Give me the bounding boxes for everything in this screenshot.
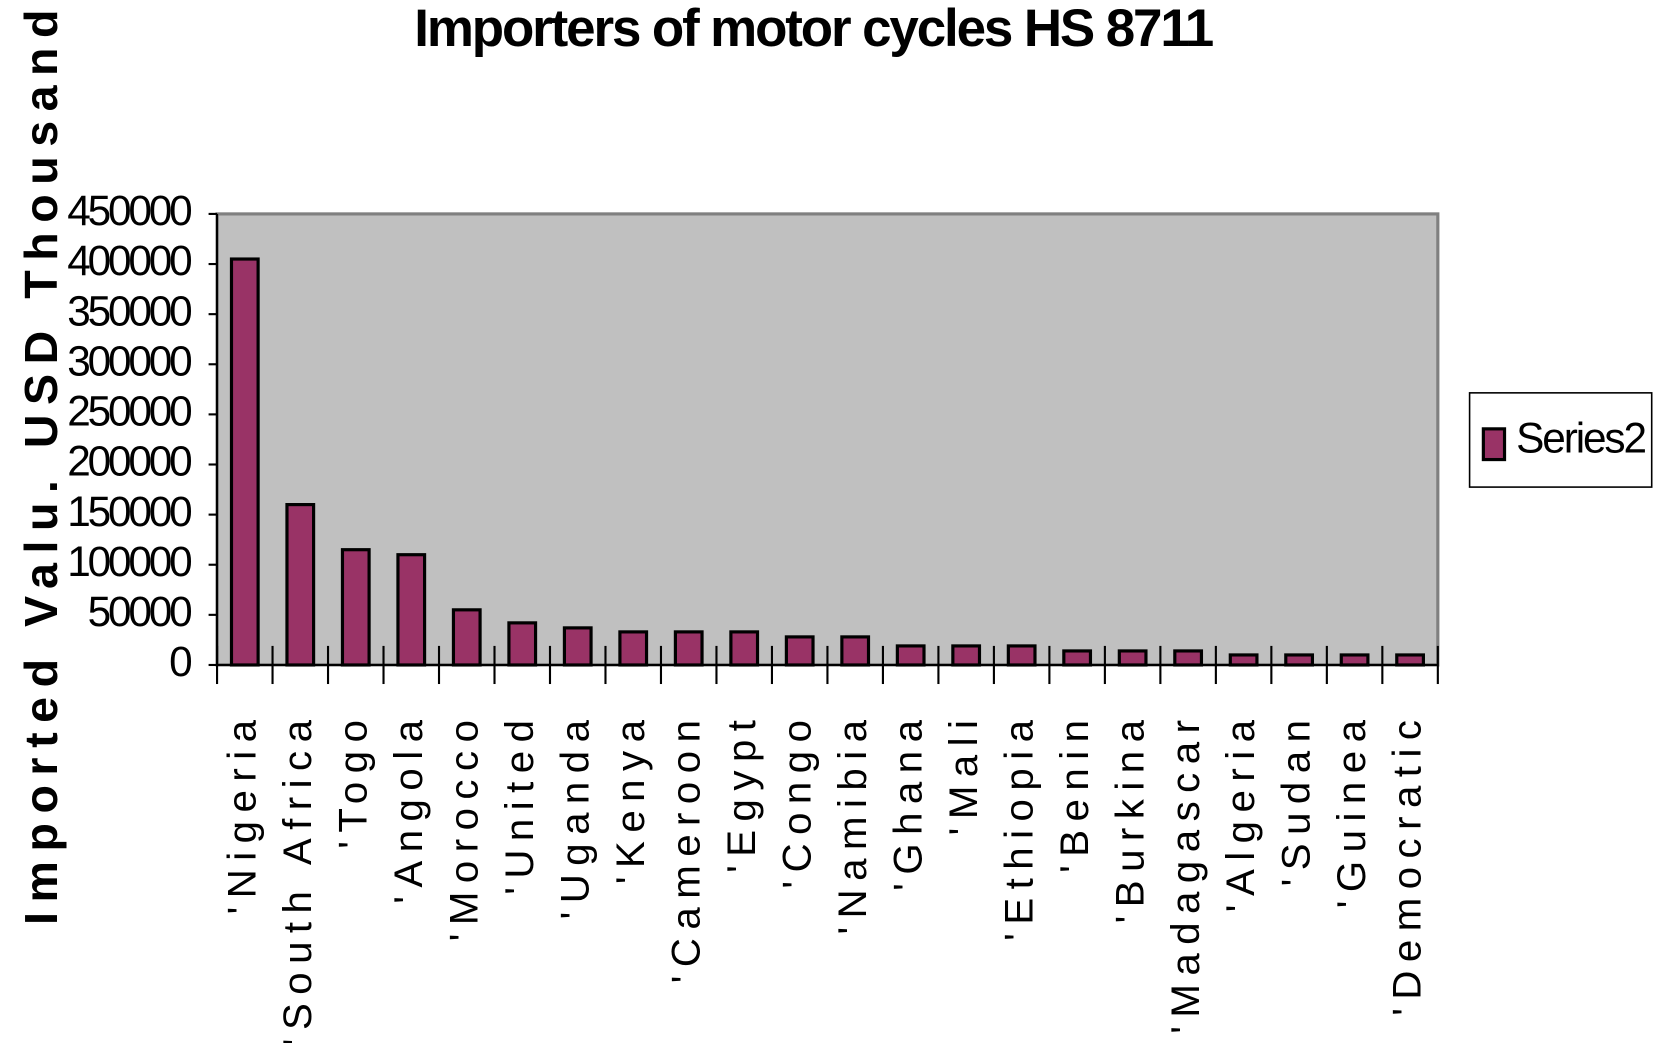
x-tick-label: 'Namibia [830,712,875,935]
x-tick-label: 'South Africa [275,712,320,1043]
y-tick-label: 150000 [67,488,191,535]
x-tick-label: 'Egypt [719,712,764,873]
bar [895,644,926,667]
x-tick-label: 'Cameroon [663,712,708,984]
bar [1284,653,1315,667]
y-tick-label: 400000 [67,237,191,284]
bar [729,630,760,667]
bar [229,257,260,667]
x-tick-label: 'Ghana [885,712,930,891]
bar [1006,644,1037,667]
bar [951,644,982,667]
x-tick-label: 'United [497,712,542,895]
bar [340,548,371,667]
bar [396,553,427,667]
bar [1117,649,1148,667]
x-tick-label: 'Democratic [1385,712,1430,1016]
y-tick-label: 0 [169,638,191,685]
bar [1395,653,1425,667]
bar [507,621,538,667]
x-tick-label: 'Ethiopia [996,712,1041,941]
bar [451,608,482,667]
bar [1173,649,1204,667]
x-tick-label: 'Uganda [552,712,597,920]
y-tick-label: 200000 [67,438,191,485]
bar [1062,649,1093,667]
x-tick-label: 'Angola [386,712,431,904]
y-axis-label: Imported Valu. USD Thousands [15,0,67,925]
bar [1228,653,1259,667]
x-tick-label: 'Kenya [608,712,653,885]
legend: Series2 [1468,392,1653,488]
legend-label: Series2 [1516,415,1645,462]
bar [562,626,593,667]
bar [1339,653,1370,667]
chart-title: Importers of motor cycles HS 8711 [414,0,1212,58]
x-tick-label: 'Mali [941,712,986,836]
legend-swatch [1481,427,1507,462]
x-tick-label: 'Congo [774,712,819,889]
y-tick-label: 450000 [67,187,191,234]
x-tick-label: 'Algeria [1218,712,1263,913]
x-tick-label: 'Morocco [441,712,486,942]
x-tick-label: 'Nigeria [219,712,264,915]
bar [285,503,316,667]
bar [784,635,815,667]
y-tick-label: 300000 [67,337,191,384]
y-tick-label: 350000 [67,287,191,334]
y-tick-label: 50000 [88,588,191,635]
y-tick-label: 100000 [67,538,191,585]
x-tick-label: 'Burkina [1107,712,1152,924]
y-tick-label: 250000 [67,388,191,435]
x-tick-label: 'Sudan [1274,712,1319,887]
bar [840,635,871,667]
x-tick-label: 'Madagascar [1163,712,1208,1034]
bar [673,630,704,667]
x-tick-label: 'Benin [1052,712,1097,873]
x-tick-label: 'Togo [330,712,375,849]
bar [618,630,649,667]
x-tick-label: 'Guinea [1329,712,1374,909]
